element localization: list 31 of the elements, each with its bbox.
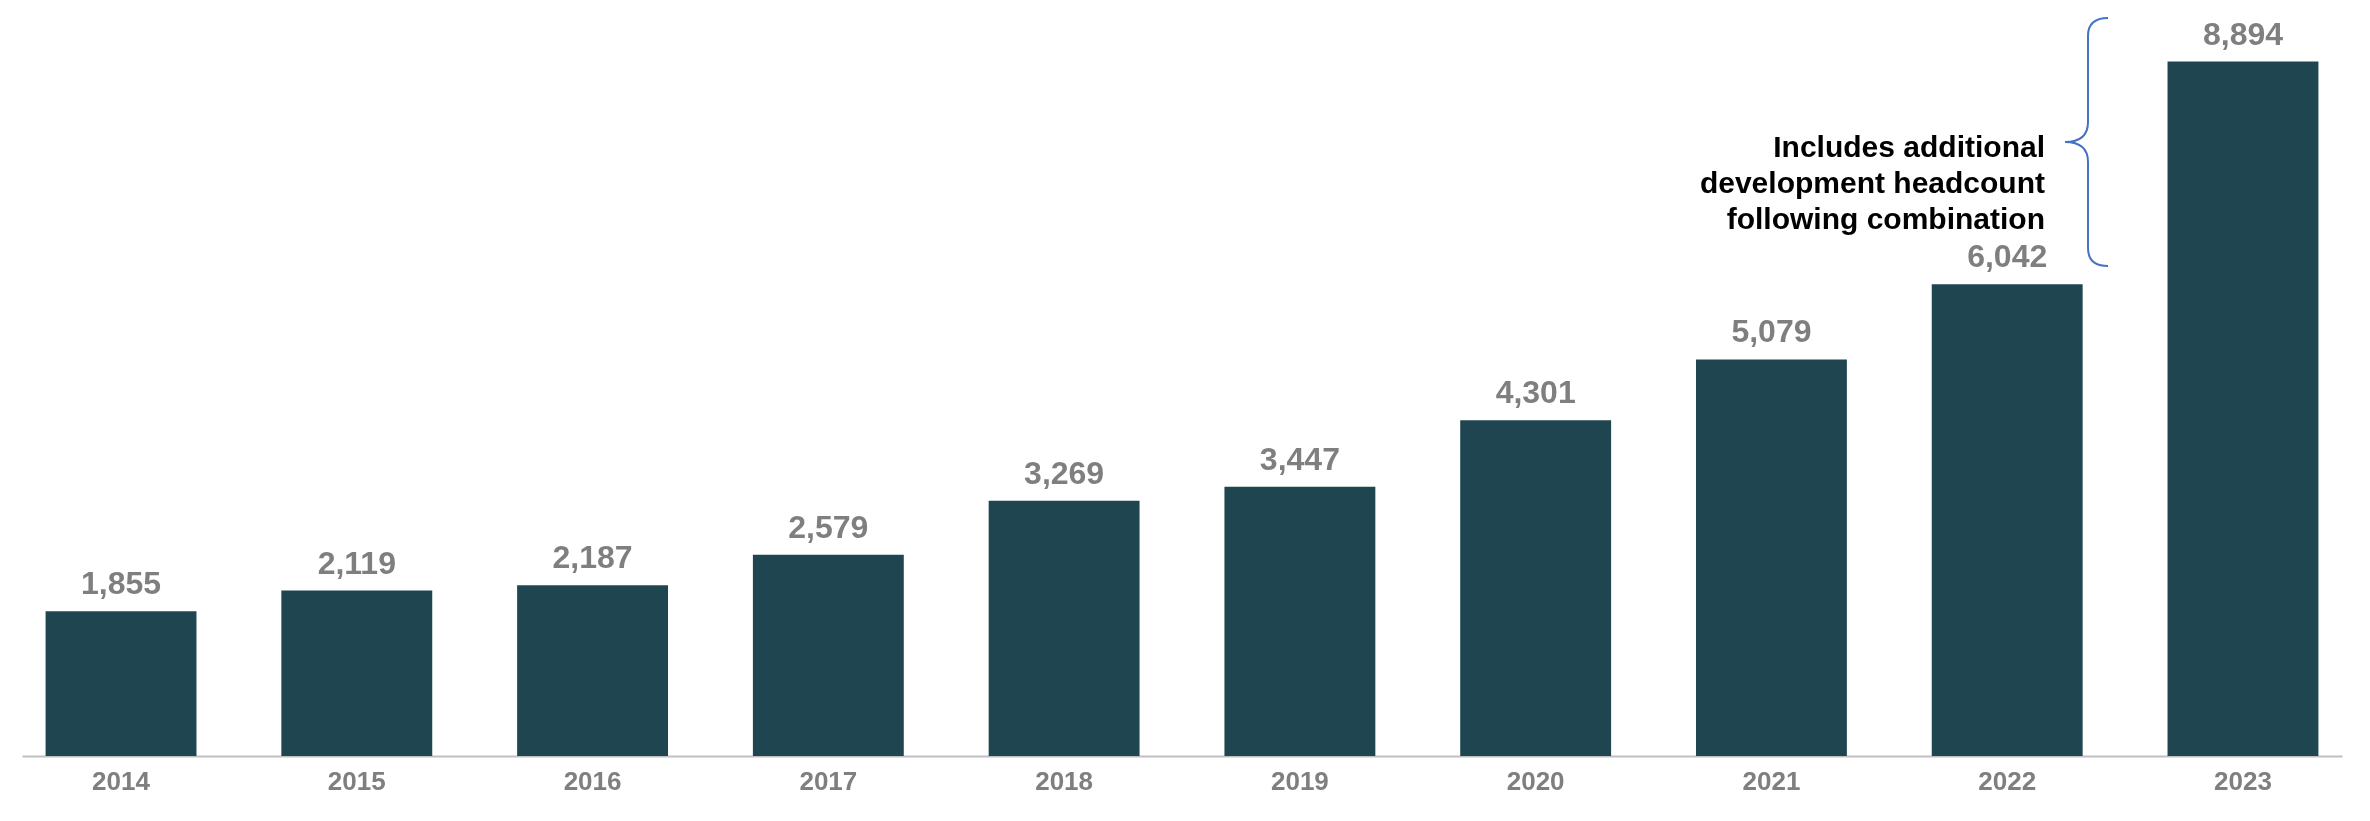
- x-tick-label: 2021: [1742, 765, 1801, 796]
- annotation: Includes additional development headcount following combination: [1699, 130, 2045, 236]
- data-label: 2,579: [788, 508, 869, 545]
- bar: [1695, 359, 1847, 756]
- bar: [281, 590, 433, 756]
- data-label: 3,269: [1024, 454, 1105, 491]
- x-tick-label: 2015: [327, 765, 386, 796]
- data-label: 6,042: [1967, 238, 2048, 275]
- data-label: 5,079: [1731, 313, 1812, 350]
- x-tick-label: 2018: [1035, 765, 1094, 796]
- data-label: 1,855: [80, 565, 162, 602]
- x-tick-label: 2019: [1270, 765, 1329, 796]
- bar: [988, 500, 1140, 756]
- data-label: 2,187: [552, 539, 633, 576]
- bar: [45, 611, 197, 756]
- data-label: 3,447: [1259, 440, 1340, 477]
- data-label: 4,301: [1495, 374, 1576, 411]
- bar: [1224, 486, 1376, 756]
- data-label: 8,894: [2202, 15, 2284, 52]
- bar: [752, 554, 904, 756]
- bar: [2167, 61, 2319, 756]
- x-tick-label: 2022: [1978, 765, 2037, 796]
- bar: [517, 585, 669, 756]
- x-tick-label: 2020: [1506, 765, 1565, 796]
- bar: [1931, 284, 2083, 756]
- x-tick-label: 2017: [799, 765, 858, 796]
- data-label: 2,119: [317, 544, 396, 581]
- x-tick-label: 2016: [563, 765, 622, 796]
- x-tick-label: 2014: [92, 765, 151, 796]
- bar: [1460, 420, 1612, 756]
- x-tick-label: 2023: [2214, 765, 2272, 796]
